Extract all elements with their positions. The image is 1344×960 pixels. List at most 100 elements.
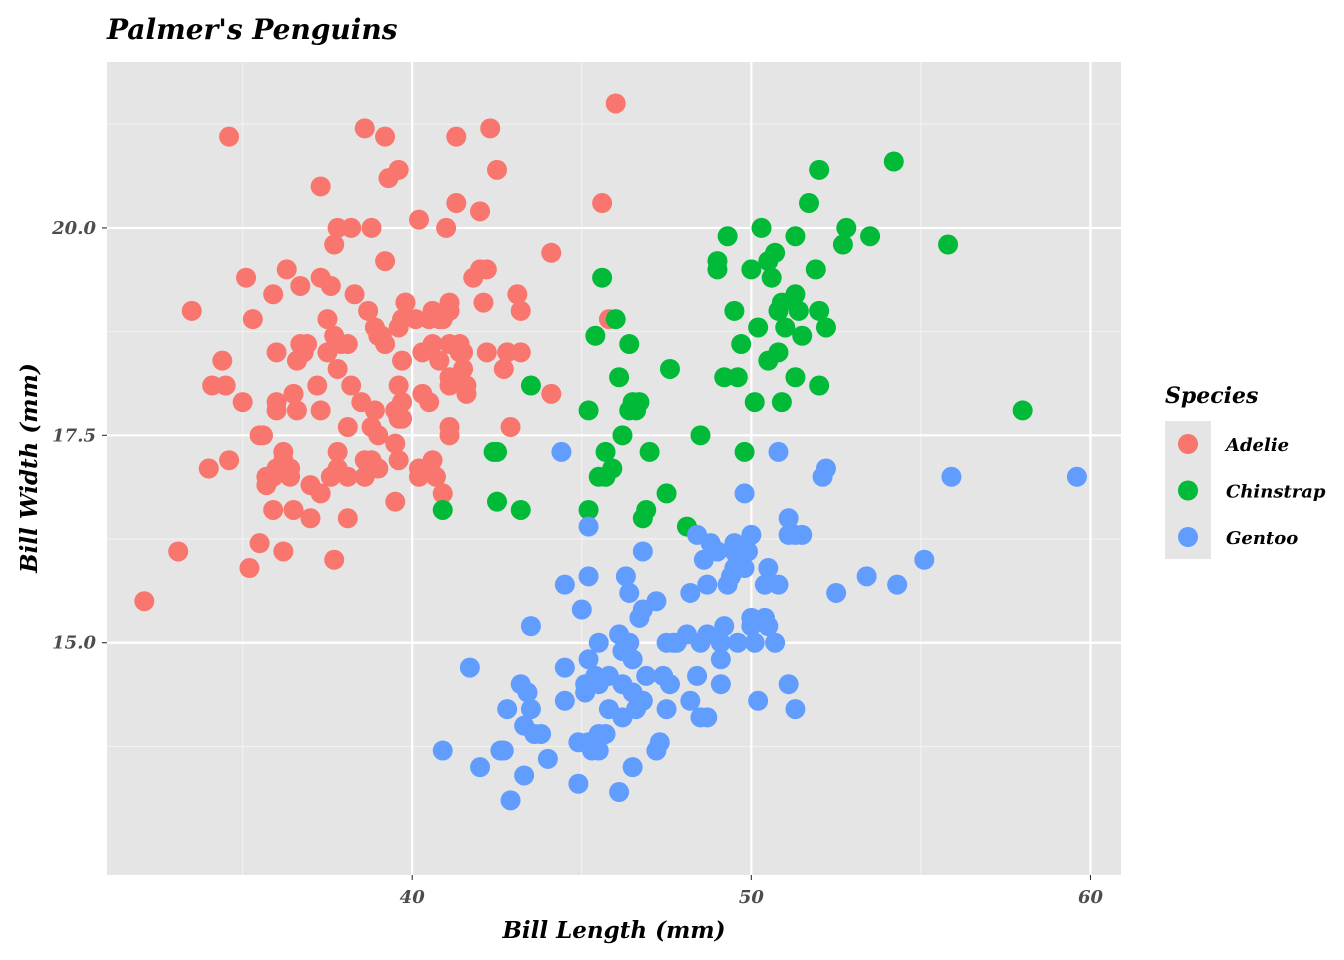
data-point-gentoo (470, 757, 491, 778)
legend: Species Adelie Chinstrap Gentoo (1165, 383, 1326, 559)
data-point-gentoo (517, 682, 538, 703)
data-point-adelie (310, 483, 331, 504)
data-point-adelie (341, 375, 362, 396)
data-point-gentoo (622, 649, 643, 670)
data-point-adelie (388, 375, 409, 396)
data-point-adelie (327, 358, 348, 379)
data-point-adelie (297, 334, 318, 355)
data-point-chinstrap (487, 441, 507, 462)
data-point-adelie (446, 126, 467, 147)
y-tick-label: 20.0 (51, 218, 96, 239)
data-point-adelie (361, 217, 382, 238)
data-point-gentoo (646, 591, 667, 612)
data-point-chinstrap (788, 300, 809, 321)
data-point-adelie (432, 483, 453, 504)
data-point-adelie (392, 392, 413, 413)
data-point-gentoo (514, 765, 535, 786)
data-point-chinstrap (592, 267, 613, 288)
data-point-chinstrap (639, 441, 660, 462)
data-point-adelie (368, 425, 389, 446)
data-point-gentoo (758, 616, 779, 637)
data-point-adelie (605, 93, 626, 114)
data-point-adelie (422, 450, 443, 471)
data-point-adelie (429, 350, 450, 371)
data-point-chinstrap (734, 441, 755, 462)
data-point-adelie (198, 458, 219, 479)
data-point-adelie (368, 458, 389, 479)
data-point-gentoo (887, 574, 908, 595)
data-point-chinstrap (595, 441, 616, 462)
data-point-adelie (263, 499, 284, 520)
data-point-adelie (337, 508, 358, 529)
data-point-gentoo (500, 790, 521, 811)
data-point-chinstrap (578, 499, 599, 520)
data-point-gentoo (551, 441, 572, 462)
data-point-gentoo (941, 466, 962, 487)
data-point-adelie (232, 392, 253, 413)
data-point-adelie (283, 383, 304, 404)
data-point-chinstrap (585, 325, 606, 346)
data-point-adelie (219, 450, 240, 471)
data-point-adelie (307, 375, 328, 396)
data-point-adelie (439, 425, 460, 446)
data-point-adelie (409, 209, 429, 230)
legend-label-adelie: Adelie (1224, 435, 1289, 456)
data-point-adelie (290, 275, 311, 296)
data-point-adelie (263, 284, 284, 305)
data-point-gentoo (748, 690, 769, 711)
data-point-gentoo (554, 657, 575, 678)
data-point-gentoo (727, 632, 748, 653)
data-point-chinstrap (602, 458, 623, 479)
data-point-chinstrap (832, 234, 853, 255)
data-point-chinstrap (690, 425, 711, 446)
data-point-gentoo (588, 632, 609, 653)
legend-key-gentoo (1178, 527, 1198, 547)
data-point-adelie (310, 400, 331, 421)
data-point-adelie (364, 400, 385, 421)
data-point-adelie (181, 300, 202, 321)
legend-key-chinstrap (1178, 480, 1198, 501)
data-point-gentoo (649, 732, 670, 753)
data-point-chinstrap (659, 358, 680, 379)
data-point-adelie (327, 441, 348, 462)
data-point-adelie (510, 342, 531, 363)
data-point-chinstrap (717, 226, 738, 247)
data-point-gentoo (680, 690, 701, 711)
data-point-chinstrap (805, 259, 826, 280)
data-point-chinstrap (792, 325, 813, 346)
data-point-chinstrap (761, 267, 782, 288)
data-point-chinstrap (785, 226, 806, 247)
data-point-gentoo (595, 723, 616, 744)
data-point-gentoo (737, 541, 758, 562)
data-point-gentoo (778, 674, 799, 695)
data-point-gentoo (493, 740, 514, 761)
data-point-adelie (392, 408, 413, 429)
data-point-adelie (453, 342, 474, 363)
data-point-gentoo (792, 524, 813, 545)
data-point-chinstrap (748, 317, 769, 338)
data-point-gentoo (741, 524, 762, 545)
data-point-chinstrap (809, 375, 830, 396)
data-point-chinstrap (578, 400, 599, 421)
data-point-gentoo (459, 657, 480, 678)
data-point-chinstrap (785, 367, 806, 388)
data-point-gentoo (497, 699, 518, 720)
data-point-adelie (276, 259, 297, 280)
data-point-gentoo (826, 582, 847, 603)
data-point-adelie (470, 201, 491, 222)
data-point-gentoo (571, 599, 592, 620)
data-point-chinstrap (815, 317, 836, 338)
data-point-adelie (375, 126, 396, 147)
data-point-adelie (541, 383, 562, 404)
data-point-adelie (480, 118, 501, 139)
data-point-gentoo (710, 674, 731, 695)
legend-title: Species (1165, 383, 1258, 409)
data-point-gentoo (714, 616, 735, 637)
data-point-chinstrap (1012, 400, 1033, 421)
data-point-chinstrap (771, 392, 792, 413)
data-point-adelie (266, 342, 287, 363)
legend-label-gentoo: Gentoo (1226, 528, 1298, 549)
data-point-chinstrap (883, 151, 904, 172)
data-point-gentoo (659, 674, 680, 695)
